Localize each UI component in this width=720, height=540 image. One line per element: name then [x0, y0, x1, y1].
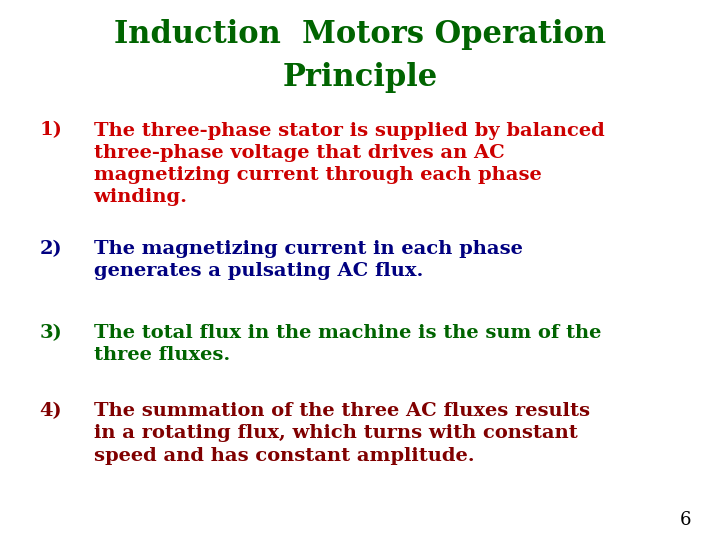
- Text: 3): 3): [40, 324, 63, 342]
- Text: The total flux in the machine is the sum of the
three fluxes.: The total flux in the machine is the sum…: [94, 324, 601, 364]
- Text: The magnetizing current in each phase
generates a pulsating AC flux.: The magnetizing current in each phase ge…: [94, 240, 523, 280]
- Text: 2): 2): [40, 240, 62, 258]
- Text: Induction  Motors Operation: Induction Motors Operation: [114, 19, 606, 50]
- Text: 4): 4): [40, 402, 62, 420]
- Text: The three-phase stator is supplied by balanced
three-phase voltage that drives a: The three-phase stator is supplied by ba…: [94, 122, 604, 206]
- Text: The summation of the three AC fluxes results
in a rotating flux, which turns wit: The summation of the three AC fluxes res…: [94, 402, 590, 465]
- Text: 6: 6: [680, 511, 691, 529]
- Text: Principle: Principle: [282, 62, 438, 93]
- Text: 1): 1): [40, 122, 63, 139]
